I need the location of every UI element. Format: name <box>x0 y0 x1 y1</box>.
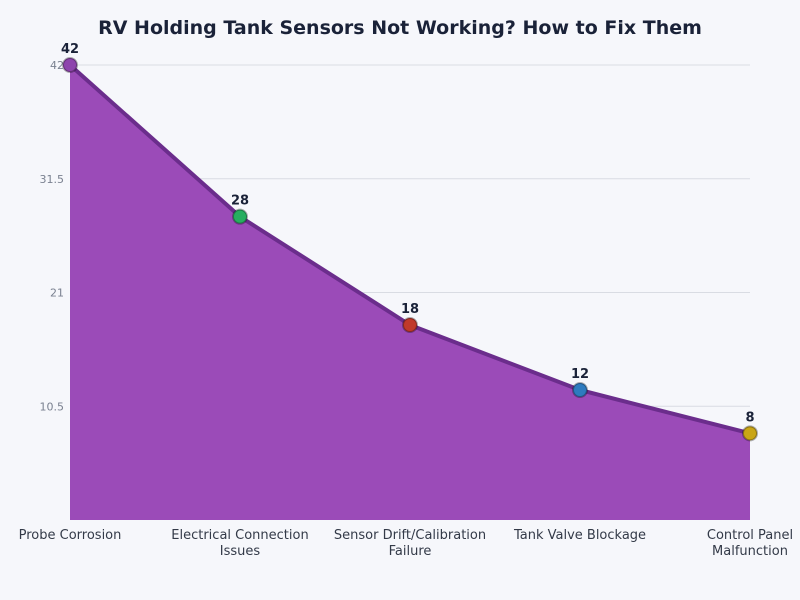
data-label: 28 <box>231 194 249 209</box>
data-point <box>62 57 78 73</box>
x-tick-label: Failure <box>389 544 432 559</box>
x-tick-label: Sensor Drift/Calibration <box>334 528 486 543</box>
y-tick-label: 31.5 <box>40 173 65 186</box>
data-label: 8 <box>745 410 754 425</box>
data-label: 18 <box>401 302 419 317</box>
data-label: 42 <box>61 42 79 57</box>
data-label: 12 <box>571 367 589 382</box>
data-point <box>742 425 758 442</box>
x-tick-label: Malfunction <box>712 544 788 559</box>
y-tick-label: 21 <box>50 287 64 300</box>
data-point <box>232 208 248 225</box>
y-tick-label: 10.5 <box>40 400 65 413</box>
data-point <box>572 382 588 398</box>
x-tick-label: Control Panel <box>707 528 793 543</box>
y-tick-label: 42 <box>50 59 64 72</box>
x-tick-label: Electrical Connection <box>171 528 308 543</box>
chart-title: RV Holding Tank Sensors Not Working? How… <box>98 17 702 39</box>
data-point <box>402 317 418 333</box>
x-tick-label: Tank Valve Blockage <box>513 528 646 543</box>
x-tick-label: Probe Corrosion <box>19 528 122 543</box>
x-tick-label: Issues <box>220 544 261 559</box>
area-fill <box>70 65 750 520</box>
